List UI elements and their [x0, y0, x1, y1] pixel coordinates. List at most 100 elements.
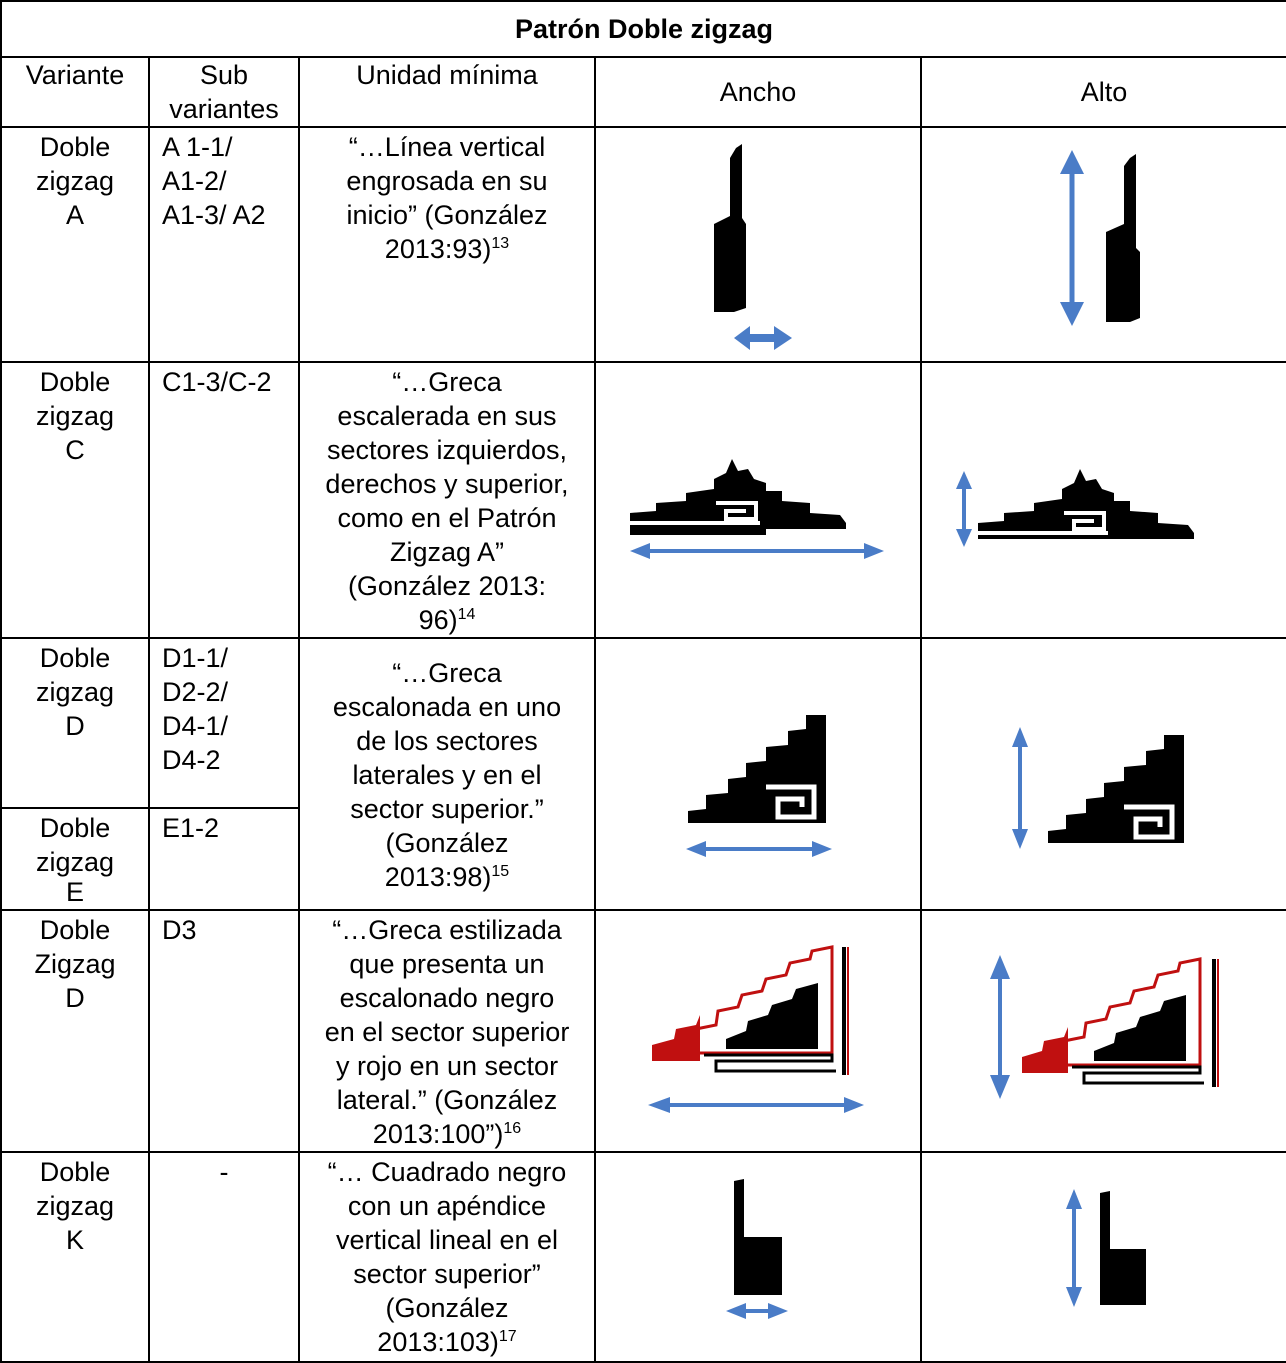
- unidad-line: 2013:100”)16: [372, 1119, 522, 1149]
- sub-variantes-cell: C1-3/C-2: [148, 361, 300, 639]
- alto-figure-cell: [919, 909, 1286, 1153]
- variante-line: Zigzag: [34, 949, 116, 979]
- stepped-fret-motif: [630, 459, 846, 535]
- step-fret-height-figure: [1012, 727, 1184, 849]
- sub-variantes-cell: E1-2: [148, 807, 300, 911]
- unidad-line: con un apéndice: [347, 1191, 547, 1221]
- variante-line: E: [65, 877, 84, 907]
- variante-line: zigzag: [35, 166, 115, 196]
- arrow-left-icon: [734, 326, 750, 350]
- ancho-figure-cell: [594, 126, 922, 363]
- arrow-down-icon: [990, 1075, 1010, 1099]
- sub-line: D4-1/: [162, 711, 229, 741]
- variante-line: Doble: [39, 132, 111, 162]
- variante-line: zigzag: [35, 1191, 115, 1221]
- variante-line: D: [65, 983, 85, 1013]
- arrow-up-icon: [1066, 1189, 1082, 1209]
- sub-line: D4-2: [162, 745, 221, 775]
- variante-cell: Doble zigzag D: [0, 637, 150, 809]
- unidad-line: Zigzag A”: [389, 537, 505, 567]
- arrow-up-icon: [1012, 727, 1028, 747]
- variante-cell: Doble zigzag K: [0, 1151, 150, 1363]
- header-variante: Variante: [0, 56, 150, 128]
- header-unidad-minima: Unidad mínima: [298, 56, 596, 128]
- stylized-fret-motif: [652, 945, 849, 1075]
- unidad-line: vertical lineal en el: [335, 1225, 559, 1255]
- alto-figure-cell: [919, 126, 1286, 363]
- variante-line: K: [65, 1225, 84, 1255]
- variante-line: Doble: [39, 367, 111, 397]
- footnote-ref: 16: [503, 1120, 522, 1137]
- sub-variantes-cell: -: [148, 1151, 300, 1363]
- unidad-minima-cell: “… Cuadrado negro con un apéndice vertic…: [298, 1151, 596, 1363]
- stepped-fret-height-figure: [956, 469, 1194, 547]
- arrow-down-icon: [1012, 829, 1028, 849]
- ancho-figure-cell: [594, 1151, 922, 1363]
- unidad-line: sector superior”: [353, 1259, 541, 1289]
- arrow-left-icon: [686, 841, 706, 857]
- square-appendix-height-figure: [1066, 1189, 1146, 1307]
- unidad-line: “…Greca: [392, 367, 502, 397]
- unidad-line: y rojo en un sector: [335, 1051, 559, 1081]
- header-sub-variantes: Sub variantes: [148, 56, 300, 128]
- square-appendix-motif: [734, 1179, 782, 1295]
- arrow-left-icon: [726, 1303, 746, 1319]
- unidad-line: 2013:98)15: [384, 862, 510, 892]
- unidad-line: derechos y superior,: [325, 469, 569, 499]
- unidad-line: “…Línea vertical: [348, 132, 546, 162]
- header-alto: Alto: [919, 56, 1286, 128]
- sub-line: -: [219, 1157, 229, 1187]
- line-motif-width-figure: [714, 144, 792, 350]
- stylized-fret-height-figure: [990, 955, 1219, 1099]
- unidad-line: 2013:103)17: [377, 1327, 517, 1357]
- arrow-left-icon: [630, 543, 650, 559]
- variante-line: zigzag: [35, 847, 115, 877]
- square-appendix-width-figure: [726, 1179, 788, 1319]
- step-fret-motif: [688, 715, 826, 823]
- table-title: Patrón Doble zigzag: [0, 0, 1286, 58]
- stylized-fret-motif: [1022, 957, 1219, 1087]
- variante-line: D: [65, 711, 85, 741]
- step-fret-motif: [1048, 735, 1184, 843]
- arrow-right-icon: [844, 1097, 864, 1113]
- sub-line: D3: [162, 915, 197, 945]
- arrow-right-icon: [864, 543, 884, 559]
- unidad-minima-cell: “…Greca escalerada en sus sectores izqui…: [298, 361, 596, 639]
- footnote-ref: 15: [491, 863, 510, 880]
- sub-line: A 1-1/: [162, 132, 233, 162]
- arrow-left-icon: [648, 1097, 670, 1113]
- thick-line-motif: [1106, 154, 1140, 322]
- arrow-up-icon: [990, 955, 1010, 979]
- unidad-line: “… Cuadrado negro: [327, 1157, 567, 1187]
- variante-line: zigzag: [35, 677, 115, 707]
- unidad-line: lateral.” (González: [336, 1085, 558, 1115]
- unidad-line: sectores izquierdos,: [326, 435, 568, 465]
- unidad-line: escalerada en sus: [337, 401, 557, 431]
- stepped-fret-motif: [978, 469, 1194, 539]
- arrow-up-icon: [956, 471, 972, 489]
- sub-line: D1-1/: [162, 643, 229, 673]
- unidad-line: como en el Patrón: [337, 503, 557, 533]
- line-motif-height-figure: [1060, 150, 1140, 326]
- ancho-figure-cell: [594, 909, 922, 1153]
- sub-variantes-cell: A 1-1/ A1-2/ A1-3/ A2: [148, 126, 300, 363]
- unidad-line: engrosada en su: [346, 166, 548, 196]
- header-sub-line2: variantes: [169, 94, 279, 124]
- unidad-line: escalonado negro: [339, 983, 555, 1013]
- ancho-figure-cell: [594, 361, 922, 639]
- variante-line: zigzag: [35, 401, 115, 431]
- unidad-line: (González: [385, 1293, 509, 1323]
- square-appendix-motif: [1100, 1191, 1146, 1305]
- header-ancho: Ancho: [594, 56, 922, 128]
- sub-variantes-cell: D3: [148, 909, 300, 1153]
- unidad-line: inicio” (González: [346, 200, 548, 230]
- unidad-line: escalonada en uno: [332, 692, 562, 722]
- variante-cell: Doble zigzag C: [0, 361, 150, 639]
- alto-figure-cell: [919, 361, 1286, 639]
- variante-line: Doble: [39, 813, 111, 843]
- unidad-line: (González: [385, 828, 509, 858]
- arrow-right-icon: [774, 326, 792, 350]
- alto-figure-cell: [919, 637, 1286, 911]
- arrow-right-icon: [812, 841, 832, 857]
